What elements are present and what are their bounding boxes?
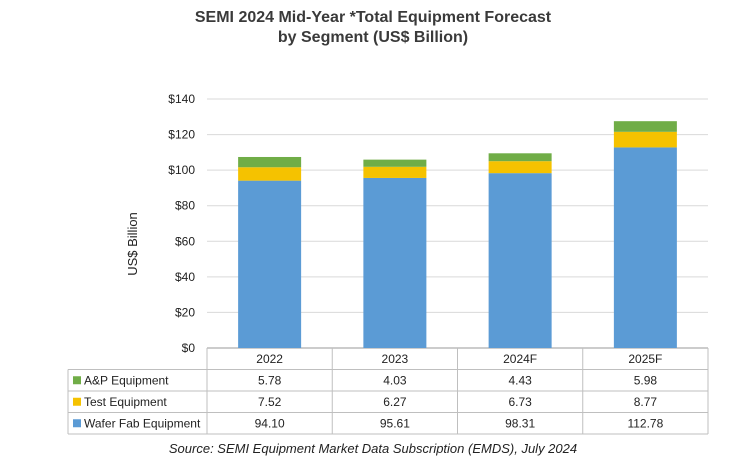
x-tick-label: 2022 (256, 352, 283, 366)
source-note: Source: SEMI Equipment Market Data Subsc… (168, 441, 578, 456)
chart-title-line-2: by Segment (US$ Billion) (277, 29, 469, 46)
x-tick-label: 2024F (503, 352, 537, 366)
legend-swatch-test-equipment (73, 397, 81, 406)
data-label: 5.78 (258, 373, 282, 387)
chart-title: SEMI 2024 Mid-Year *Total Equipment Fore… (0, 8, 746, 48)
bar-wafer-fab-equipment-2023 (363, 177, 427, 348)
y-tick-label: $20 (175, 305, 195, 319)
bar-wafer-fab-equipment-2025f (613, 147, 677, 348)
y-tick-label: $140 (168, 92, 195, 106)
data-label: 95.61 (380, 416, 410, 430)
bar-wafer-fab-equipment-2022 (238, 180, 302, 348)
x-tick-label: 2025F (628, 352, 662, 366)
x-tick-label: 2023 (382, 352, 409, 366)
bar-a-p-equipment-2023 (363, 159, 427, 167)
y-tick-label: $40 (175, 270, 195, 284)
y-tick-label: $80 (175, 199, 195, 213)
y-axis-ticks: $0 $20 $40 $60 $80 $100 $120 $140 (168, 92, 195, 355)
legend-label-a-p-equipment: A&P Equipment (84, 373, 169, 387)
bar-test-equipment-2025f (613, 131, 677, 148)
chart-title-line-1: SEMI 2024 Mid-Year *Total Equipment Fore… (194, 9, 552, 26)
data-label: 6.27 (383, 395, 407, 409)
data-label: 6.73 (508, 395, 532, 409)
bar-test-equipment-2022 (238, 167, 302, 181)
y-tick-label: $0 (182, 341, 196, 355)
bar-a-p-equipment-2025f (613, 121, 677, 132)
legend-label-wafer-fab-equipment: Wafer Fab Equipment (84, 416, 201, 430)
bar-test-equipment-2024f (488, 161, 552, 174)
y-tick-label: $120 (168, 128, 195, 142)
y-axis-label: US$ Billion (125, 212, 140, 276)
data-label: 4.03 (383, 373, 407, 387)
bar-wafer-fab-equipment-2024f (488, 173, 552, 348)
data-label: 94.10 (255, 416, 285, 430)
data-label: 4.43 (508, 373, 532, 387)
bars (238, 121, 677, 348)
legend-label-test-equipment: Test Equipment (84, 395, 167, 409)
bar-test-equipment-2023 (363, 166, 427, 178)
y-tick-label: $100 (168, 163, 195, 177)
data-label: 8.77 (634, 395, 658, 409)
data-label: 5.98 (634, 373, 658, 387)
data-label: 98.31 (505, 416, 535, 430)
bar-a-p-equipment-2022 (238, 156, 302, 168)
legend-swatch-a-p-equipment (73, 376, 81, 385)
legend-swatch-wafer-fab-equipment (73, 419, 81, 428)
data-label: 112.78 (627, 416, 663, 430)
bar-a-p-equipment-2024f (488, 153, 552, 162)
y-tick-label: $60 (175, 234, 195, 248)
data-label: 7.52 (258, 395, 282, 409)
data-table: 2022 2023 2024F 2025F A&P Equipment 5.78 4.03 4… (67, 348, 709, 435)
